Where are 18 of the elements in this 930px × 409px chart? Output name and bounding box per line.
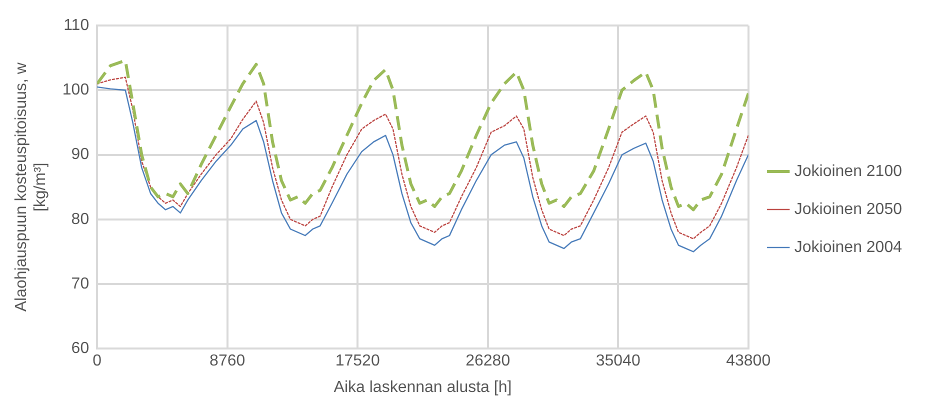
y-tick-label: 100	[62, 82, 90, 99]
y-tick-label: 80	[71, 210, 90, 228]
y-axis-title: Alaohjauspuun kosteuspitoisuus, w [kg/m³]	[13, 62, 50, 312]
x-tick-label: 26280	[466, 352, 510, 370]
x-tick-label: 0	[92, 352, 102, 370]
y-tick-label: 60	[71, 340, 90, 358]
x-tick-label: 8760	[210, 352, 246, 370]
y-tick-label: 70	[71, 275, 90, 292]
legend-label: Jokioinen 2004	[794, 238, 902, 256]
legend-label: Jokioinen 2050	[794, 200, 902, 218]
y-tick-label: 110	[64, 17, 90, 34]
x-tick-label: 17520	[335, 352, 380, 370]
y-tick-label: 90	[71, 146, 90, 164]
x-tick-label: 43800	[726, 352, 771, 370]
x-axis-title: Aika laskennan alusta [h]	[334, 378, 512, 396]
x-tick-label: 35040	[596, 352, 640, 370]
line-series	[97, 58, 748, 212]
legend-label: Jokioinen 2100	[794, 162, 902, 180]
